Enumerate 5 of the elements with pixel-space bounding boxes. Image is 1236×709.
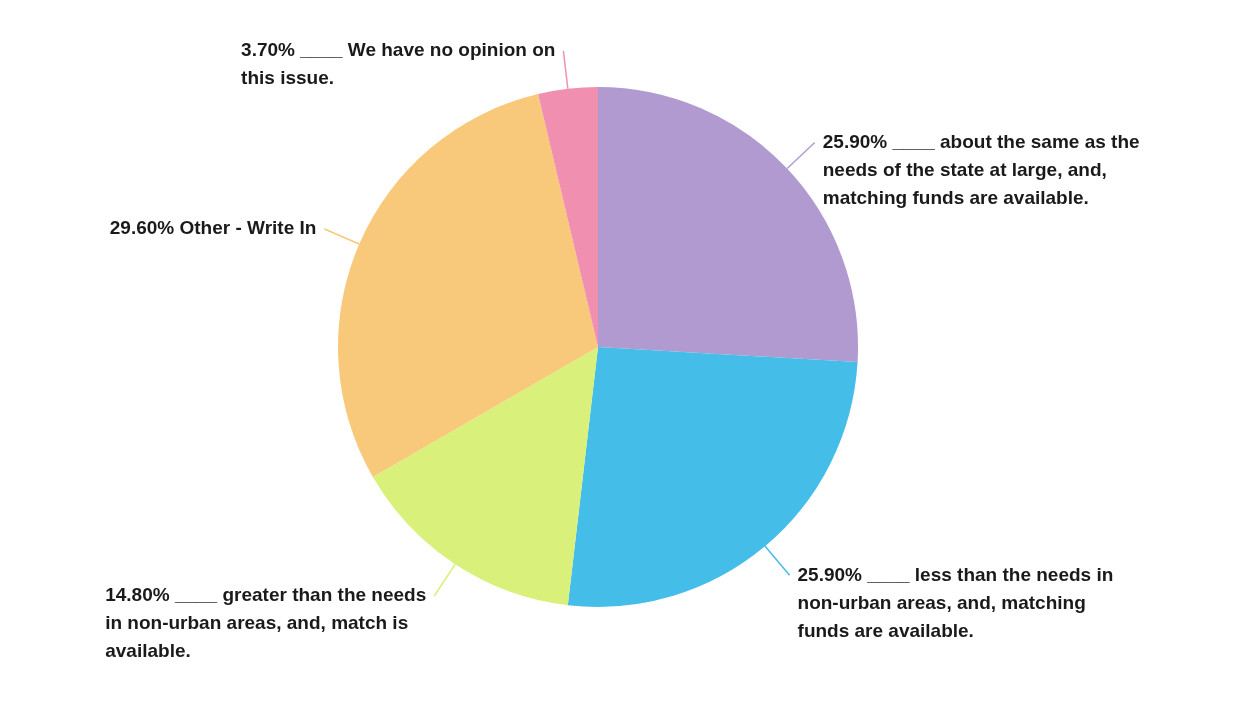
slice-label: 14.80% ____ greater than the needs in non-urban areas, and, match is available. <box>105 584 427 662</box>
slice-label: 25.90% ____ about the same as the needs of the state at large, and, matching funds are available. <box>822 130 1140 208</box>
slice-label: 3.70% ____ We have no opinion on this issue. <box>241 39 556 89</box>
slice-label: 29.60% Other - Write In <box>109 217 317 239</box>
slice-label: 25.90% ____ less than the needs in non-urban areas, and, matching funds are available. <box>797 563 1114 641</box>
